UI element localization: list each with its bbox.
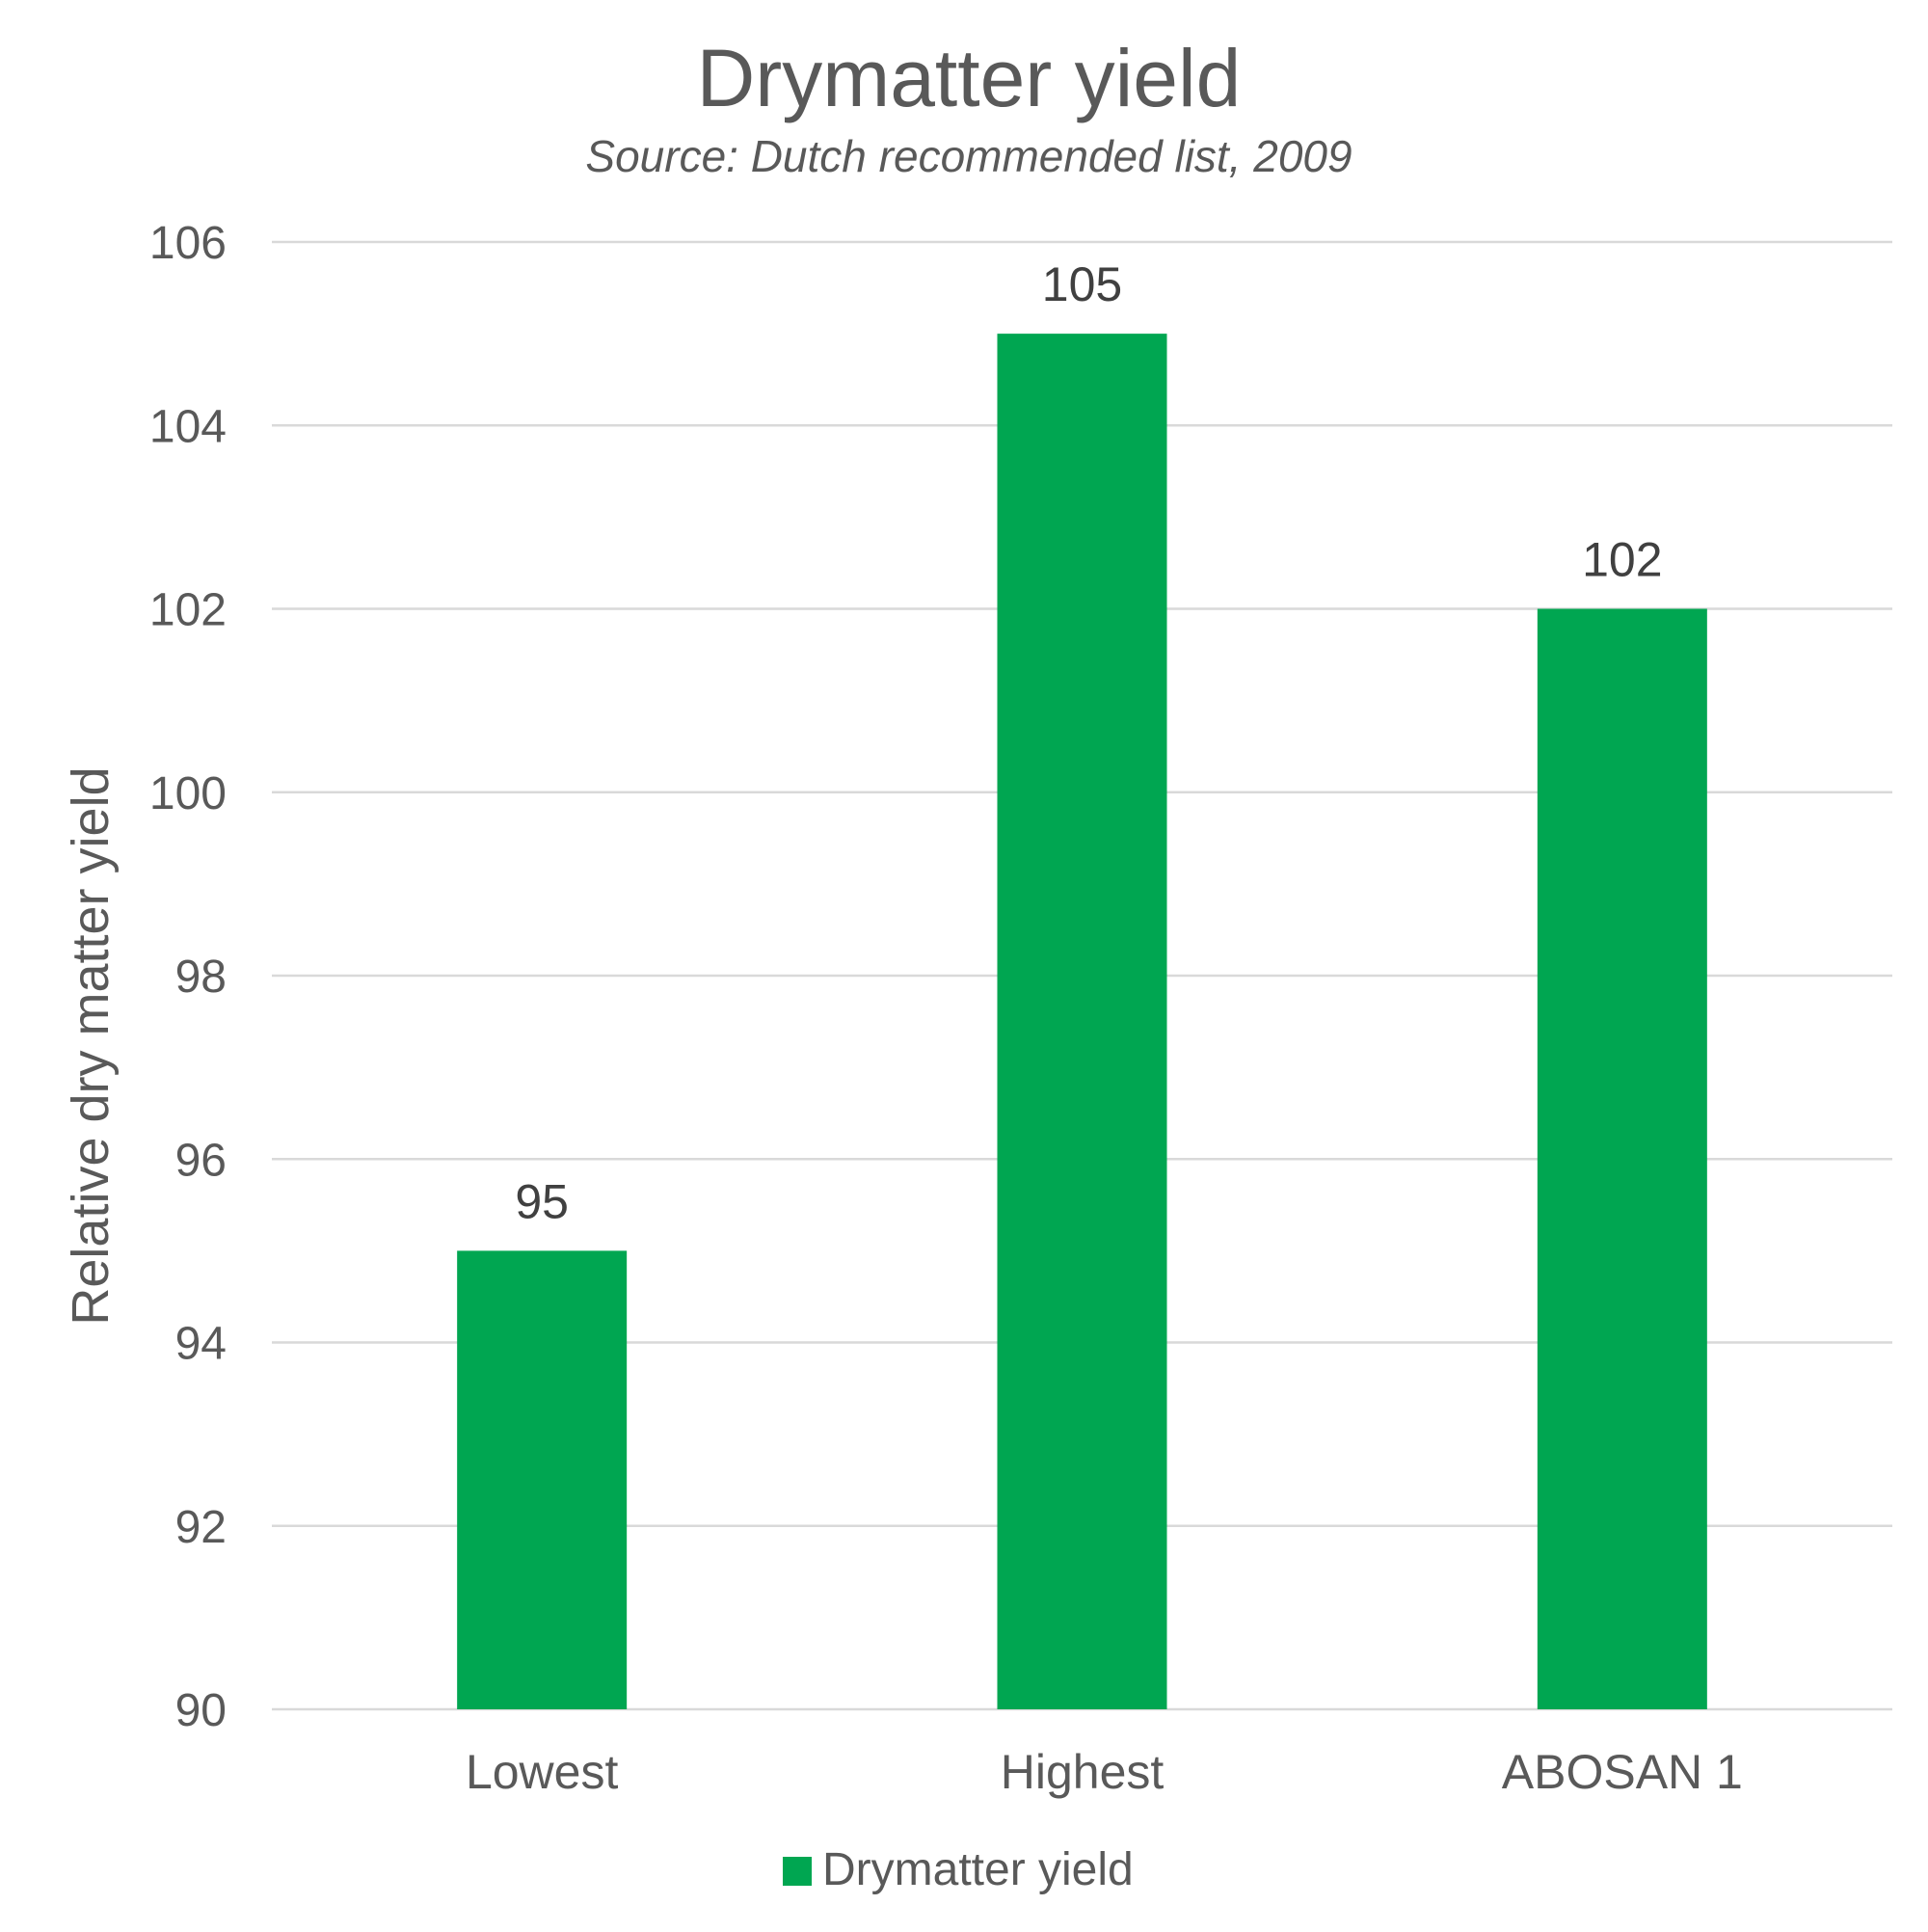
y-axis-title: Relative dry matter yield [62,766,120,1325]
y-tick-label: 102 [149,585,227,636]
bar [997,334,1167,1709]
y-tick-label: 94 [175,1319,227,1370]
chart-title: Drymatter yield [697,33,1242,123]
x-tick-label: Lowest [466,1745,619,1799]
y-tick-label: 90 [175,1685,227,1736]
x-tick-label: Highest [1001,1745,1165,1799]
y-tick-label: 104 [149,401,227,452]
y-tick-label: 92 [175,1502,227,1553]
bar [1537,608,1707,1709]
y-tick-label: 100 [149,768,227,819]
bar [457,1250,628,1709]
y-tick-label: 98 [175,952,227,1003]
data-label: 102 [1582,533,1662,587]
legend: Drymatter yield [783,1844,1134,1895]
data-label: 105 [1042,257,1122,311]
chart-subtitle: Source: Dutch recommended list, 2009 [585,131,1352,181]
y-tick-label: 96 [175,1135,227,1186]
legend-label: Drymatter yield [822,1844,1134,1895]
x-tick-label: ABOSAN 1 [1502,1745,1743,1799]
data-label: 95 [515,1174,569,1228]
legend-swatch [783,1857,812,1886]
x-axis-ticks: Lowest Highest ABOSAN 1 [466,1745,1743,1799]
bars [457,334,1707,1709]
y-tick-label: 106 [149,218,227,269]
y-axis-ticks: 90 92 94 96 98 100 102 104 106 [149,218,227,1736]
data-labels: 95 105 102 [515,257,1662,1228]
